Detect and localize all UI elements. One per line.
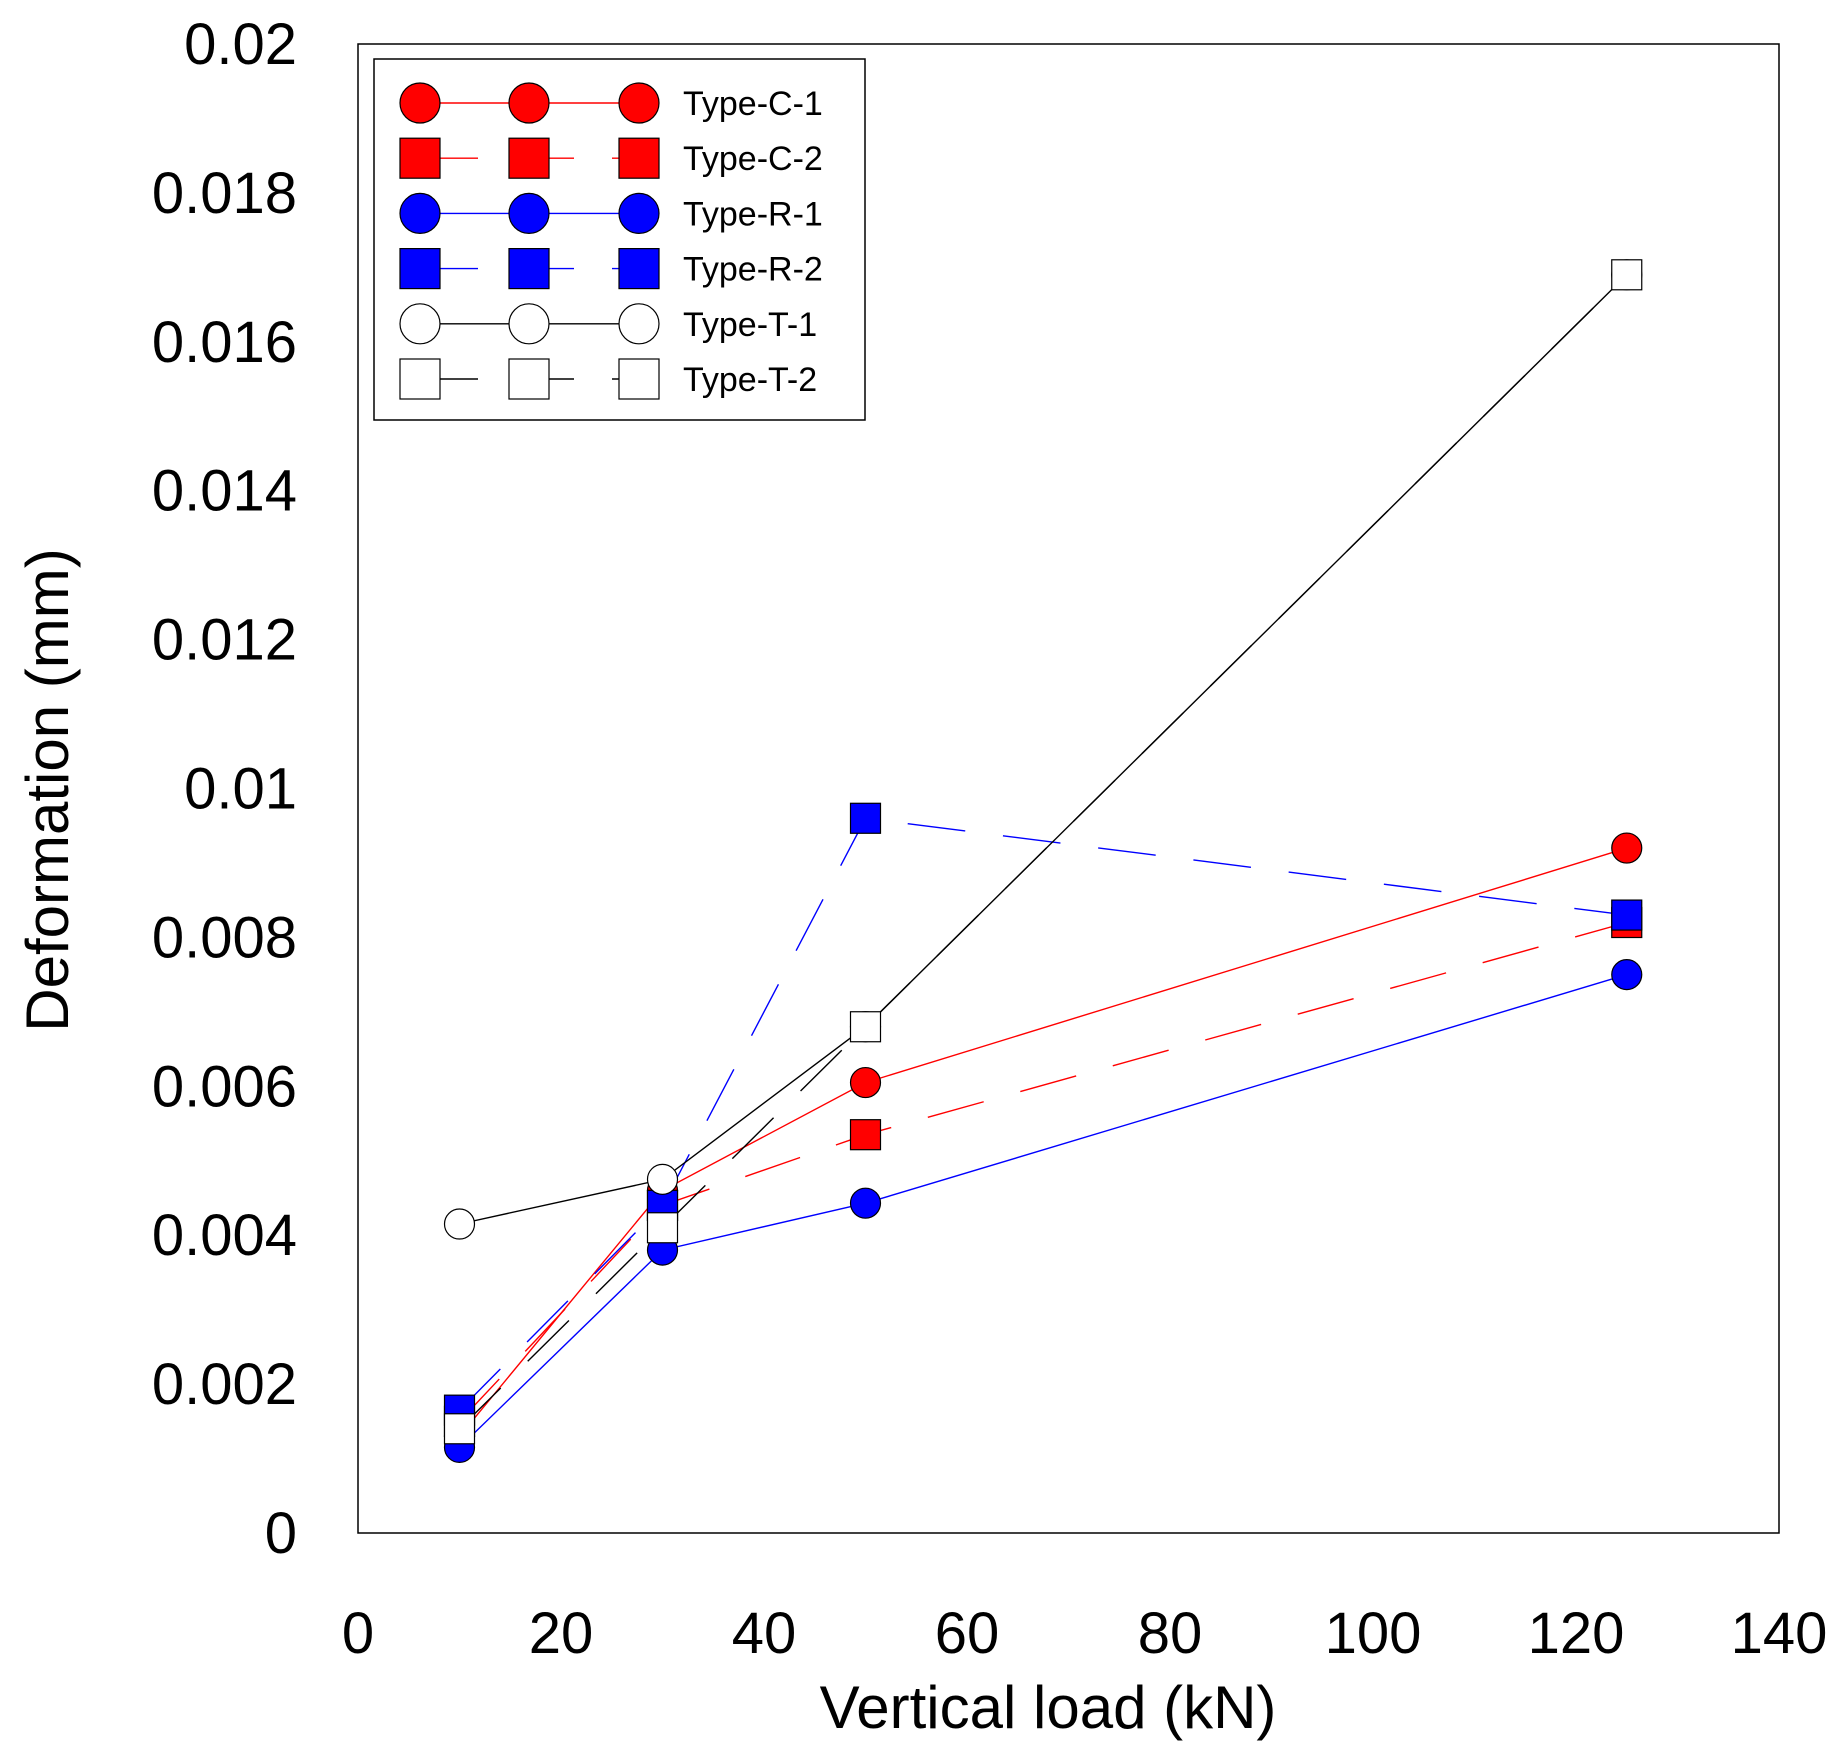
y-tick-label: 0.016 — [152, 310, 297, 375]
legend-marker-type-t-2 — [618, 358, 660, 400]
legend-label-type-c-2: Type-C-2 — [683, 140, 823, 178]
x-tick-label: 80 — [1138, 1601, 1203, 1666]
y-tick-labels: 0 0.002 0.004 0.006 0.008 0.01 0.012 0.014 0.016… — [152, 12, 297, 1566]
legend-marker-type-r-1 — [399, 192, 441, 234]
data-point-type-c-1 — [849, 1066, 882, 1099]
legend-label-type-t-2: Type-T-2 — [683, 361, 817, 399]
y-tick-label: 0.004 — [152, 1203, 297, 1268]
legend-marker-type-r-2 — [618, 248, 660, 290]
legend-marker-type-r-2 — [508, 248, 550, 290]
x-tick-label: 20 — [529, 1601, 594, 1666]
legend-marker-type-c-2 — [618, 137, 660, 179]
legend-label-type-c-1: Type-C-1 — [683, 85, 823, 123]
x-tick-label: 140 — [1731, 1601, 1828, 1666]
y-tick-label: 0.006 — [152, 1054, 297, 1119]
data-point-type-c-2 — [849, 1119, 882, 1151]
legend-marker-type-r-2 — [399, 248, 441, 290]
y-axis-title: Deformation (mm) — [14, 548, 81, 1031]
legend-marker-type-c-1 — [399, 82, 441, 124]
x-tick-label: 100 — [1325, 1601, 1422, 1666]
y-tick-label: 0.01 — [184, 757, 297, 822]
series-line-type-c-2 — [458, 921, 1627, 1422]
marker-layer — [443, 259, 1643, 1463]
data-point-type-t-2 — [1611, 259, 1643, 291]
y-tick-label: 0 — [265, 1501, 297, 1566]
data-point-type-t-2 — [646, 1212, 679, 1244]
legend-marker-type-t-1 — [508, 303, 550, 345]
y-tick-label: 0.002 — [152, 1352, 297, 1417]
x-tick-labels: 0 20 40 60 80 100 120 140 — [342, 1601, 1828, 1666]
series-line-type-t-2 — [459, 274, 1628, 1430]
y-tick-label: 0.018 — [152, 161, 297, 226]
data-point-type-r-1 — [849, 1187, 882, 1219]
data-point-type-t-1 — [646, 1163, 679, 1195]
data-point-type-t-1 — [443, 1208, 476, 1240]
x-tick-label: 40 — [732, 1601, 797, 1666]
data-point-type-r-2 — [849, 802, 882, 834]
legend-marker-type-t-2 — [508, 358, 550, 400]
y-tick-label: 0.02 — [184, 12, 297, 77]
data-point-type-t-2 — [443, 1413, 476, 1445]
data-point-type-t-2 — [849, 1011, 882, 1043]
y-tick-label: 0.012 — [152, 608, 297, 673]
legend-label-type-r-1: Type-R-1 — [683, 195, 823, 233]
series-layer — [458, 274, 1628, 1448]
legend-marker-type-t-2 — [399, 358, 441, 400]
data-point-type-r-1 — [1611, 959, 1643, 991]
series-line-type-r-1 — [459, 973, 1628, 1448]
x-tick-label: 60 — [935, 1601, 1000, 1666]
x-tick-label: 0 — [342, 1601, 374, 1666]
y-tick-label: 0.008 — [152, 905, 297, 970]
legend-label-type-t-1: Type-T-1 — [683, 306, 817, 344]
legend-marker-type-t-1 — [618, 303, 660, 345]
legend: Type-C-1 Type-C-2 Type-R-1 Type-R-2 Type-T-1… — [373, 58, 866, 421]
y-tick-label: 0.014 — [152, 459, 297, 524]
legend-marker-type-r-1 — [508, 192, 550, 234]
data-point-type-r-2 — [1611, 899, 1643, 931]
legend-marker-type-c-1 — [618, 82, 660, 124]
x-axis-title: Vertical load (kN) — [820, 1674, 1277, 1741]
legend-marker-type-c-1 — [508, 82, 550, 124]
legend-marker-type-t-1 — [399, 303, 441, 345]
x-tick-label: 120 — [1528, 1601, 1625, 1666]
legend-marker-type-c-2 — [508, 137, 550, 179]
legend-label-type-r-2: Type-R-2 — [683, 251, 823, 289]
legend-marker-type-r-1 — [618, 192, 660, 234]
series-line-type-r-2 — [459, 817, 1627, 1411]
legend-marker-type-c-2 — [399, 137, 441, 179]
data-point-type-c-1 — [1611, 832, 1643, 864]
